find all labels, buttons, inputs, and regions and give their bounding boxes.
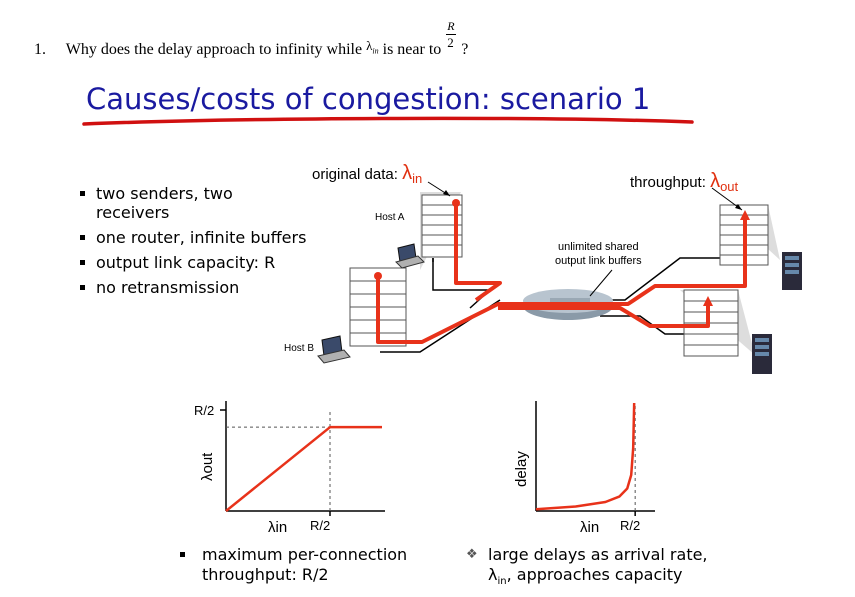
bullet-item-cont: receivers: [96, 203, 170, 222]
question-number: 1.: [34, 41, 46, 58]
question-line: 1. Why does the delay approach to infini…: [34, 19, 469, 59]
chart2-y-label: delay: [513, 451, 530, 487]
question-text-end: ?: [461, 41, 469, 58]
chart-series-line: [225, 425, 382, 512]
delay-chart: R/2 λin delay: [513, 401, 655, 535]
throughput-label: throughput: λout: [630, 170, 739, 194]
buffers-label: unlimited shared output link buffers: [555, 241, 642, 267]
chart1-x-label: λin: [268, 519, 287, 535]
bullet-item: one router, infinite buffers: [80, 228, 306, 248]
network-diagram: [317, 181, 802, 374]
title-underline: [82, 116, 694, 126]
laptop-icon-host-b: [317, 335, 351, 364]
chart-series-line: [535, 402, 636, 511]
question-fraction: R 2: [446, 19, 457, 50]
bullet-item: two senders, two: [80, 184, 306, 204]
question-text-before: Why does the delay approach to infinity …: [65, 41, 363, 58]
chart1-y-label: λout: [199, 452, 216, 481]
bullet-item: output link capacity: R: [80, 253, 306, 273]
throughput-chart: R/2 R/2 λin λout: [194, 401, 385, 535]
server-icon-top: [782, 252, 802, 290]
caption-right: ❖ large delays as arrival rate, λin, appr…: [466, 545, 708, 588]
question-lambda: λin: [366, 38, 379, 56]
laptop-icon-host-a: [395, 243, 425, 269]
out-buffer-bottom: [683, 289, 739, 357]
slide-title: Causes/costs of congestion: scenario 1: [86, 82, 651, 116]
question-text-mid: is near to: [382, 41, 442, 58]
chart1-y-tick-label: R/2: [194, 403, 214, 418]
caption-left: maximum per-connection throughput: R/2: [180, 545, 407, 585]
buffers-pointer: [589, 269, 613, 297]
chart2-x-label: λin: [580, 519, 599, 535]
server-icon-bottom: [752, 334, 772, 374]
host-b-label: Host B: [284, 343, 315, 354]
bullet-item: no retransmission: [80, 278, 306, 298]
bullet-list: two senders, two receivers one router, i…: [80, 184, 306, 298]
chart2-x-tick-label: R/2: [620, 518, 640, 533]
original-data-label: original data: λin: [312, 162, 423, 186]
chart1-x-tick-label: R/2: [310, 518, 330, 533]
host-a-label: Host A: [375, 212, 405, 223]
